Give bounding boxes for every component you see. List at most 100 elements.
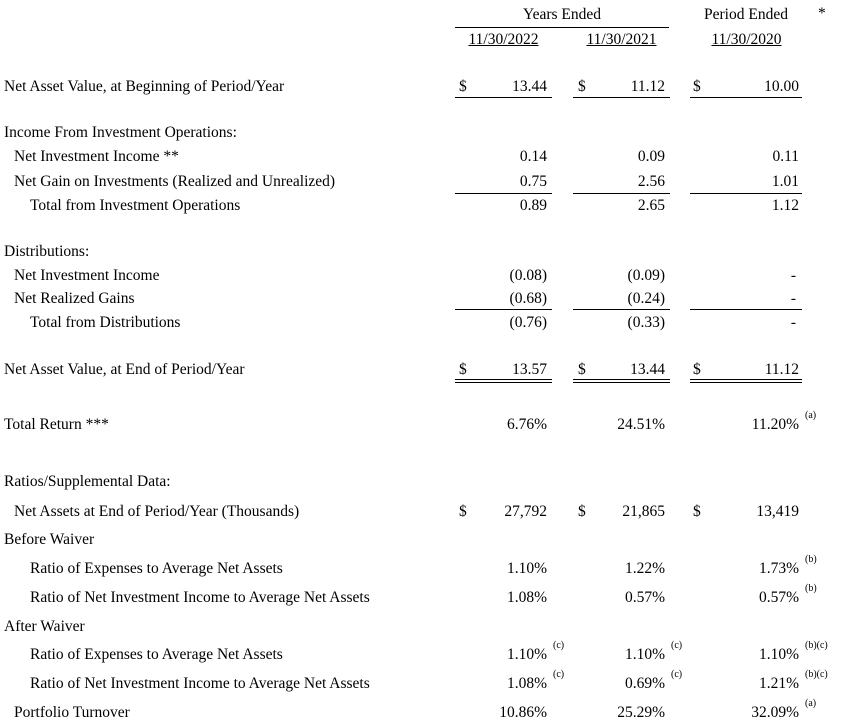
- total-dist-col3: -: [790, 314, 796, 331]
- footnote-marker: (c): [553, 669, 565, 680]
- rule: [573, 379, 670, 380]
- rule: [573, 309, 670, 310]
- dist-nii-col3: -: [790, 267, 796, 284]
- turnover-col2: 25.29%: [617, 704, 665, 721]
- aw-nii-col3: 1.21%: [758, 675, 799, 692]
- footnote-marker: (a): [805, 410, 817, 421]
- net-assets-label: Net Assets at End of Period/Year (Thousa…: [14, 503, 300, 520]
- net-assets-col1: 27,792: [504, 503, 547, 520]
- currency-symbol: $: [459, 78, 467, 95]
- rule: [690, 97, 802, 98]
- aw-expenses-col3: 1.10%: [758, 646, 799, 663]
- aw-expenses-col2: 1.10%: [624, 646, 665, 663]
- net-assets-col3: 13,419: [756, 503, 799, 520]
- currency-symbol: $: [578, 78, 586, 95]
- col2-date: 11/30/2021: [586, 31, 657, 48]
- total-ops-col3: 1.12: [771, 197, 799, 214]
- gain-label: Net Gain on Investments (Realized and Un…: [14, 173, 336, 190]
- net-assets-col2: 21,865: [622, 503, 665, 520]
- currency-symbol: $: [578, 503, 586, 520]
- total-ops-label: Total from Investment Operations: [30, 197, 241, 214]
- currency-symbol: $: [693, 503, 701, 520]
- total-ops-col1: 0.89: [519, 197, 547, 214]
- total-return-col1: 6.76%: [506, 416, 547, 433]
- ratios-heading: Ratios/Supplemental Data:: [4, 473, 171, 490]
- nav-begin-col2: 11.12: [630, 78, 665, 95]
- total-return-col3: 11.20%: [751, 416, 799, 433]
- rule: [573, 193, 670, 194]
- col1-date: 11/30/2022: [468, 31, 539, 48]
- aw-nii-label: Ratio of Net Investment Income to Averag…: [30, 675, 370, 692]
- total-dist-label: Total from Distributions: [30, 314, 181, 331]
- dist-gains-label: Net Realized Gains: [14, 290, 135, 307]
- rule: [573, 382, 670, 383]
- bw-nii-col2: 0.57%: [624, 589, 665, 606]
- before-waiver-heading: Before Waiver: [4, 531, 95, 548]
- years-ended-underline: [455, 27, 669, 28]
- footnote-marker: (b): [805, 583, 817, 594]
- footnote-marker: (b): [805, 554, 817, 565]
- rule: [690, 382, 802, 383]
- bw-nii-label: Ratio of Net Investment Income to Averag…: [30, 589, 370, 606]
- bw-expenses-label: Ratio of Expenses to Average Net Assets: [30, 560, 283, 577]
- currency-symbol: $: [693, 78, 701, 95]
- currency-symbol: $: [459, 503, 467, 520]
- rule: [690, 193, 802, 194]
- nav-begin-col3: 10.00: [764, 78, 799, 95]
- aw-expenses-label: Ratio of Expenses to Average Net Assets: [30, 646, 283, 663]
- total-dist-col1: (0.76): [509, 314, 547, 331]
- years-ended-header: Years Ended: [522, 6, 602, 23]
- col3-date: 11/30/2020: [711, 31, 782, 48]
- footnote-marker: (c): [671, 640, 683, 651]
- footnote-marker: (c): [671, 669, 683, 680]
- turnover-label: Portfolio Turnover: [14, 704, 130, 721]
- total-return-label: Total Return ***: [4, 416, 109, 433]
- turnover-col3: 32.09%: [751, 704, 799, 721]
- dist-gains-col3: -: [790, 290, 796, 307]
- dist-gains-col1: (0.68): [509, 290, 547, 307]
- nii-col3: 0.11: [772, 148, 799, 165]
- dist-nii-col1: (0.08): [509, 267, 547, 284]
- bw-expenses-col3: 1.73%: [758, 560, 799, 577]
- after-waiver-heading: After Waiver: [4, 618, 85, 635]
- dist-nii-label: Net Investment Income: [14, 267, 160, 284]
- footnote-marker: (a): [805, 698, 817, 709]
- nii-col1: 0.14: [519, 148, 547, 165]
- rule: [690, 379, 802, 380]
- gain-col1: 0.75: [519, 173, 547, 190]
- bw-nii-col1: 1.08%: [506, 589, 547, 606]
- aw-nii-col2: 0.69%: [624, 675, 665, 692]
- currency-symbol: $: [459, 361, 467, 378]
- rule: [455, 193, 552, 194]
- nav-begin-col1: 13.44: [512, 78, 547, 95]
- nii-col2: 0.09: [637, 148, 665, 165]
- rule: [455, 382, 552, 383]
- nav-end-label: Net Asset Value, at End of Period/Year: [4, 361, 245, 378]
- nav-begin-label: Net Asset Value, at Beginning of Period/…: [4, 78, 285, 95]
- footnote-marker: (b)(c): [805, 640, 828, 651]
- rule: [690, 309, 802, 310]
- nav-end-col3: 11.12: [764, 361, 799, 378]
- gain-col2: 2.56: [637, 173, 665, 190]
- bw-expenses-col1: 1.10%: [506, 560, 547, 577]
- bw-nii-col3: 0.57%: [758, 589, 799, 606]
- gain-col3: 1.01: [771, 173, 799, 190]
- rule: [573, 97, 670, 98]
- total-dist-col2: (0.33): [627, 314, 665, 331]
- footnote-marker: (b)(c): [805, 669, 828, 680]
- nav-end-col1: 13.57: [512, 361, 547, 378]
- footnote-marker: (c): [553, 640, 565, 651]
- dist-gains-col2: (0.24): [627, 290, 665, 307]
- bw-expenses-col2: 1.22%: [624, 560, 665, 577]
- rule: [455, 97, 552, 98]
- dist-nii-col2: (0.09): [627, 267, 665, 284]
- currency-symbol: $: [578, 361, 586, 378]
- turnover-col1: 10.86%: [499, 704, 547, 721]
- total-ops-col2: 2.65: [637, 197, 665, 214]
- period-ended-asterisk: *: [818, 5, 826, 22]
- nav-end-col2: 13.44: [630, 361, 665, 378]
- total-return-col2: 24.51%: [617, 416, 665, 433]
- aw-expenses-col1: 1.10%: [506, 646, 547, 663]
- rule: [455, 379, 552, 380]
- income-heading: Income From Investment Operations:: [4, 124, 237, 141]
